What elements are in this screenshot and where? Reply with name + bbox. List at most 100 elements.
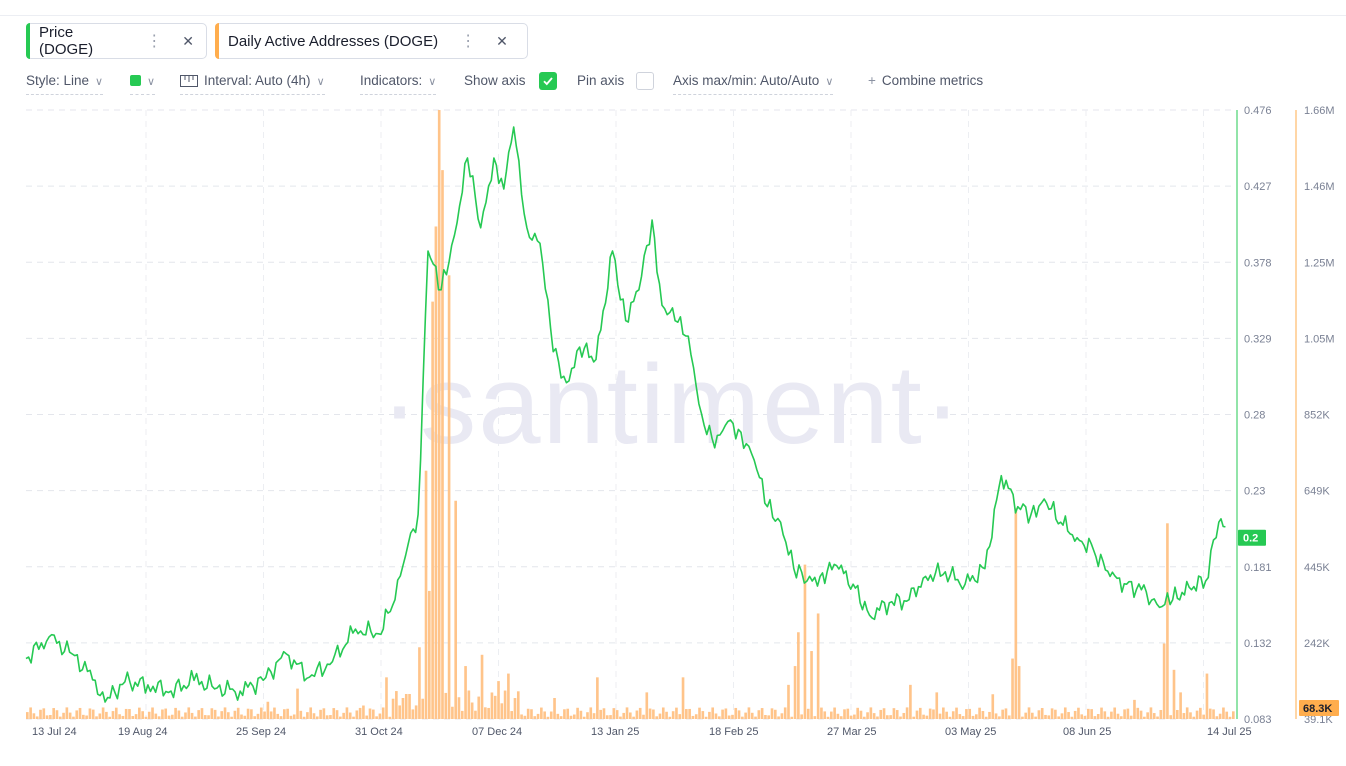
addresses-bar [806, 708, 810, 719]
addresses-bar [1073, 710, 1077, 719]
addresses-bar [754, 716, 757, 719]
addresses-bar [694, 714, 698, 719]
addresses-bar [85, 715, 88, 719]
addresses-bar [1202, 714, 1205, 719]
close-icon[interactable]: ✕ [496, 32, 508, 49]
addresses-bar [1031, 712, 1034, 719]
addresses-bars [26, 110, 1235, 719]
addresses-bar [480, 654, 484, 719]
x-axis-tick-label: 03 May 25 [945, 726, 996, 738]
addresses-bar [879, 709, 883, 719]
addresses-bar [194, 716, 197, 719]
addresses-bar [131, 716, 135, 719]
price-axis-tick-label: 0.181 [1244, 562, 1272, 574]
addresses-bar [579, 710, 583, 719]
addresses-bar [1139, 710, 1143, 719]
addresses-bar [615, 710, 619, 719]
addresses-bar [1063, 707, 1067, 719]
metric-chip-daily-active-addresses[interactable]: Daily Active Addresses (DOGE) ⋮ ✕ [215, 23, 528, 59]
addresses-bar [836, 713, 840, 719]
addresses-bar [1093, 716, 1097, 719]
more-options-icon[interactable]: ⋮ [146, 33, 163, 50]
addresses-bar [151, 707, 154, 719]
addresses-bar [477, 696, 481, 719]
addresses-bar [174, 707, 177, 719]
addresses-bar [1017, 666, 1021, 719]
addresses-bar [516, 691, 520, 719]
addresses-axis-tick-label: 242K [1304, 638, 1330, 650]
addresses-bar [823, 711, 827, 719]
addresses-bar [889, 715, 892, 719]
metric-chip-price[interactable]: Price (DOGE) ⋮ ✕ [26, 23, 207, 59]
addresses-bar [49, 714, 52, 719]
addresses-bar [813, 716, 817, 719]
addresses-bar [62, 712, 65, 719]
addresses-bar [543, 711, 546, 719]
addresses-bar [250, 709, 253, 719]
addresses-bar [958, 714, 962, 719]
addresses-bar [994, 713, 998, 719]
addresses-bar [612, 708, 616, 719]
addresses-bar [259, 707, 263, 719]
addresses-bar [487, 707, 490, 719]
addresses-bar [625, 707, 629, 719]
x-axis-ticks: 13 Jul 24 19 Aug 24 25 Sep 24 31 Oct 24 07 D… [32, 726, 1252, 738]
addresses-bar [701, 711, 705, 719]
price-current-badge [1238, 529, 1266, 546]
interval-dropdown[interactable]: Interval: Auto (4h) ∨ [180, 72, 325, 95]
addresses-bar [345, 707, 349, 719]
addresses-bar [342, 712, 345, 719]
close-icon[interactable]: ✕ [182, 32, 194, 49]
addresses-bar [32, 713, 36, 719]
addresses-bar [428, 590, 431, 719]
addresses-bar [500, 703, 504, 719]
addresses-bar [892, 708, 896, 719]
axis-range-dropdown[interactable]: Axis max/min: Auto/Auto ∨ [673, 72, 834, 95]
addresses-bar [605, 715, 609, 719]
addresses-bar [418, 647, 421, 719]
addresses-bar [859, 710, 863, 719]
addresses-bar [467, 690, 471, 719]
addresses-bar [698, 707, 701, 719]
addresses-bar [1050, 708, 1054, 719]
pin-axis-checkbox[interactable] [636, 72, 654, 90]
addresses-bar [978, 707, 981, 719]
addresses-bar [826, 716, 830, 719]
addresses-bar [530, 709, 533, 719]
addresses-bar [460, 710, 464, 719]
addresses-bar [846, 708, 850, 719]
addresses-bar [339, 716, 342, 719]
color-picker[interactable]: ∨ [130, 72, 156, 95]
more-options-icon[interactable]: ⋮ [460, 33, 477, 50]
addresses-bar [437, 110, 441, 719]
addresses-bar [767, 715, 771, 719]
indicators-dropdown[interactable]: Indicators: ∨ [360, 72, 437, 95]
show-axis-checkbox[interactable] [539, 72, 557, 90]
addresses-bar [816, 613, 820, 719]
addresses-bar [1110, 711, 1113, 719]
addresses-bar [856, 707, 859, 719]
addresses-bar [1169, 715, 1173, 719]
addresses-bar [599, 709, 602, 719]
addresses-bar [1232, 711, 1235, 719]
addresses-bar [1175, 709, 1179, 719]
addresses-bar [668, 716, 672, 719]
x-axis-tick-label: 18 Feb 25 [709, 726, 759, 738]
addresses-bar [1222, 707, 1225, 719]
combine-metrics-button[interactable]: + Combine metrics [868, 72, 983, 93]
addresses-bar [434, 226, 438, 719]
addresses-bar [325, 715, 329, 719]
addresses-bar [1143, 716, 1146, 719]
addresses-bar [507, 673, 510, 719]
addresses-bar [866, 712, 869, 719]
addresses-bar [121, 715, 125, 719]
addresses-bar [1087, 708, 1090, 719]
addresses-bar [764, 714, 767, 719]
style-dropdown[interactable]: Style: Line ∨ [26, 72, 104, 95]
addresses-bar [101, 707, 105, 719]
price-axis-tick-label: 0.083 [1244, 714, 1272, 726]
addresses-bar [1199, 707, 1202, 719]
addresses-bar [1067, 712, 1070, 719]
addresses-bar [533, 716, 537, 719]
